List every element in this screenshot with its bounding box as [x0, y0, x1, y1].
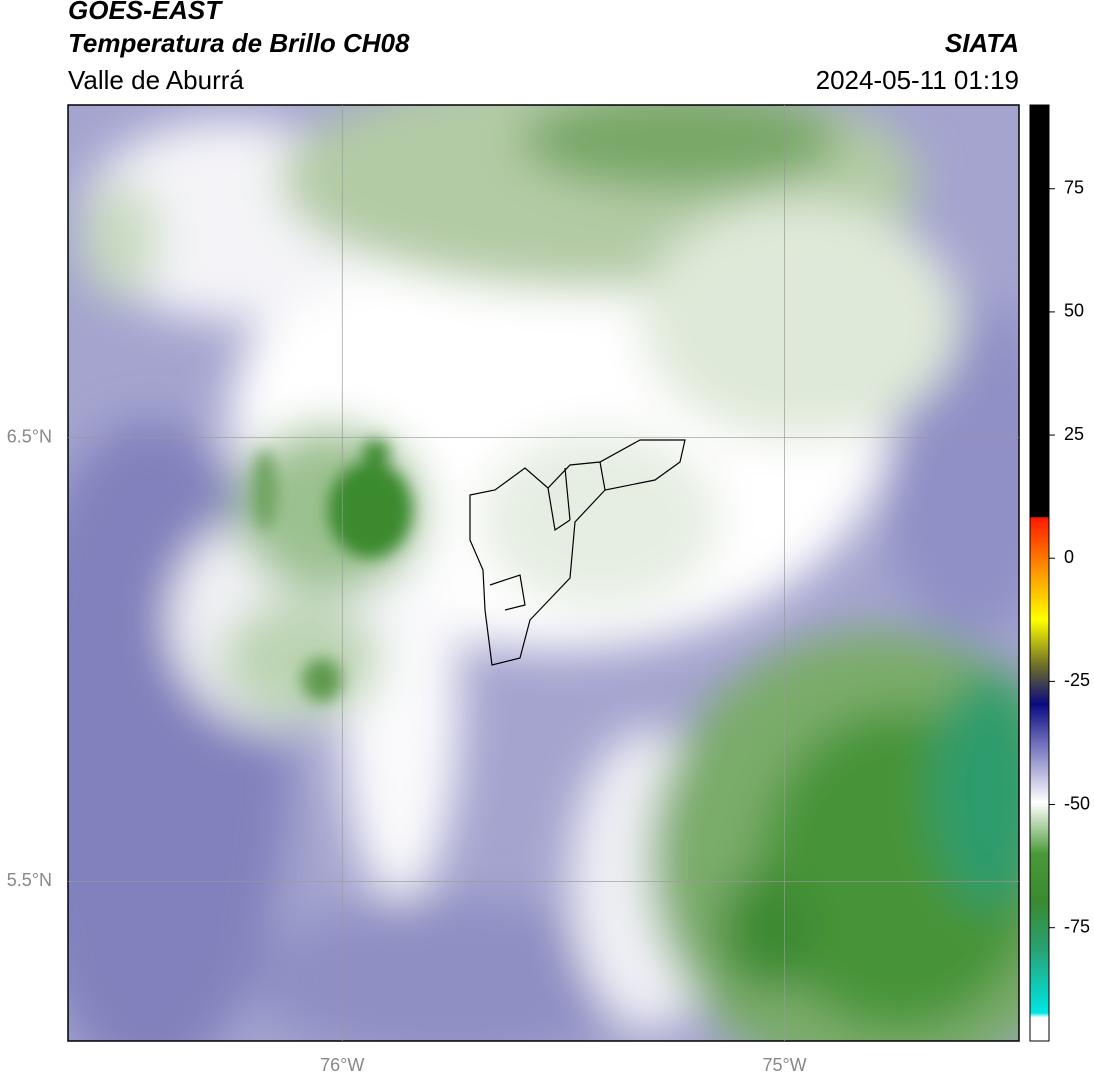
title: GOES-EAST: [68, 0, 223, 25]
colorbar: [1029, 104, 1050, 1042]
source: SIATA: [945, 28, 1019, 58]
satellite-image: [68, 105, 1019, 1041]
colorbar-label: 25: [1064, 424, 1084, 444]
timestamp: 2024-05-11 01:19: [816, 65, 1019, 95]
colorbar-label: -25: [1064, 670, 1090, 690]
colorbar-label: 0: [1064, 547, 1074, 567]
colorbar-label: 50: [1064, 301, 1084, 321]
lon-label: 75°W: [762, 1055, 806, 1075]
map-frame: [67, 104, 1020, 1042]
colorbar-label: -75: [1064, 916, 1090, 936]
colorbar-label: 75: [1064, 177, 1084, 197]
lat-label: 6.5°N: [7, 426, 52, 446]
lon-label: 76°W: [320, 1055, 364, 1075]
subtitle: Temperatura de Brillo CH08: [68, 28, 410, 58]
colorbar-label: -50: [1064, 793, 1090, 813]
valley-outline: [469, 439, 686, 666]
lat-label: 5.5°N: [7, 870, 52, 890]
region: Valle de Aburrá: [68, 65, 244, 95]
